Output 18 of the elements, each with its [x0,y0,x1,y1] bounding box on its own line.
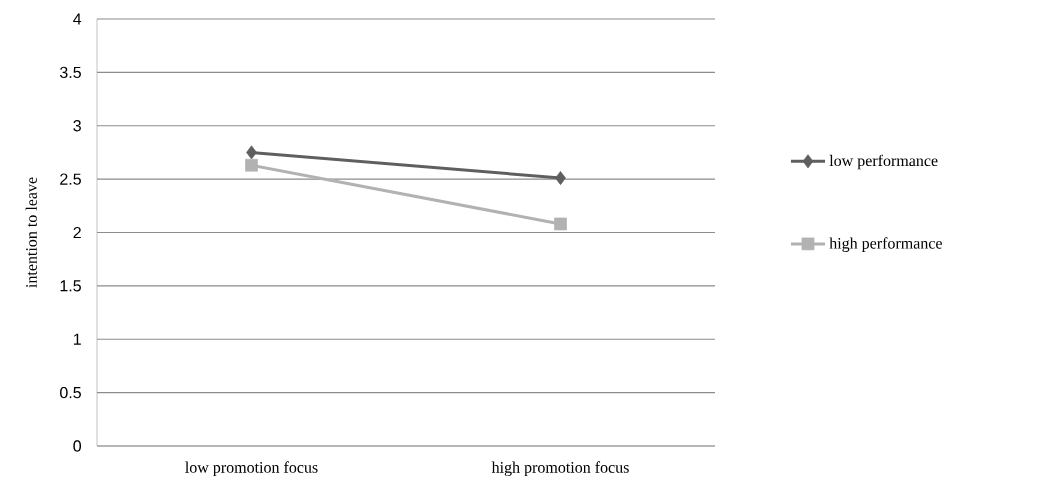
point [246,145,257,160]
y-tick-label: 3.5 [60,66,81,79]
y-tick-label: 4 [73,13,82,25]
x-tick-label: low promotion focus [185,461,318,477]
legend-label: low performance [829,154,938,170]
legend-label: high performance [829,237,942,252]
y-tick-label: 2 [73,226,81,239]
y-axis-title: intention to leave [25,177,37,288]
y-tick-label: 0 [73,440,82,452]
point [245,158,258,172]
y-tick-label: 1.5 [60,280,81,292]
y-tick-label: 3 [73,120,81,132]
y-tick-label: 1 [73,333,81,345]
point [555,171,566,186]
y-tick-label: 2.5 [60,173,81,185]
x-tick-label: high promotion focus [491,461,629,477]
point [554,217,567,231]
y-tick-label: 0.5 [60,386,81,399]
